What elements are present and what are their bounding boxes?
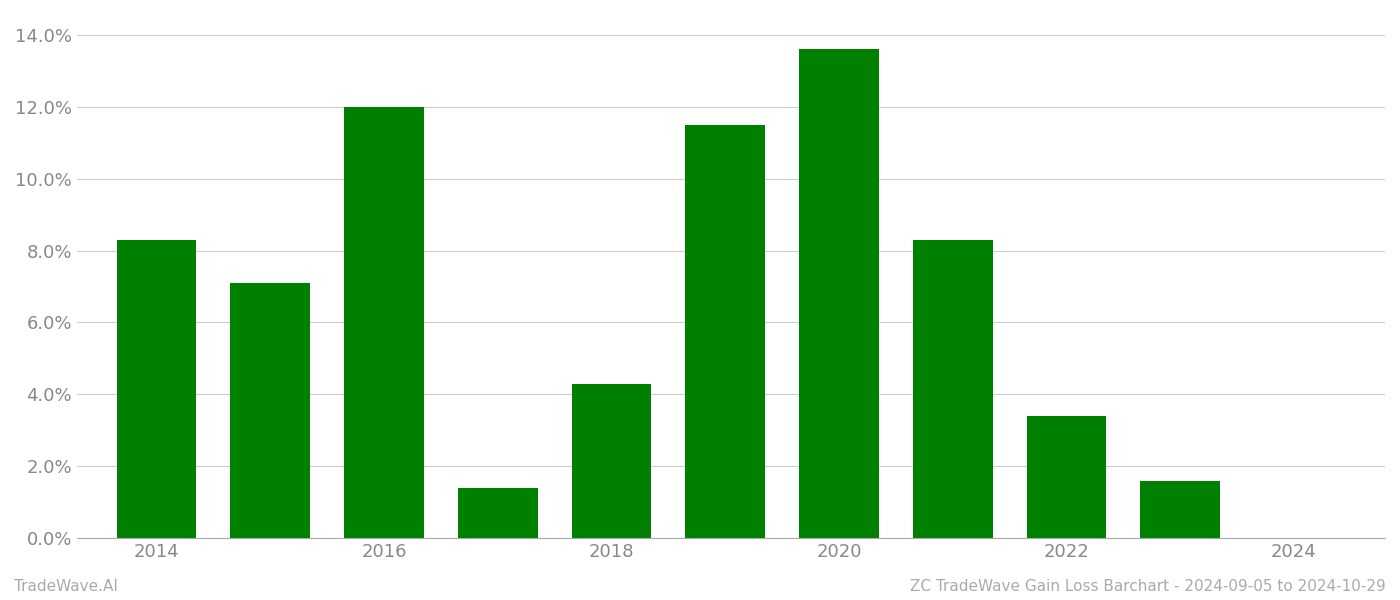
Bar bbox=[231, 283, 309, 538]
Bar bbox=[1141, 481, 1219, 538]
Bar bbox=[686, 125, 764, 538]
Text: TradeWave.AI: TradeWave.AI bbox=[14, 579, 118, 594]
Bar bbox=[458, 488, 538, 538]
Bar bbox=[571, 383, 651, 538]
Bar bbox=[913, 240, 993, 538]
Bar bbox=[1026, 416, 1106, 538]
Bar bbox=[799, 49, 879, 538]
Bar bbox=[344, 107, 424, 538]
Text: ZC TradeWave Gain Loss Barchart - 2024-09-05 to 2024-10-29: ZC TradeWave Gain Loss Barchart - 2024-0… bbox=[910, 579, 1386, 594]
Bar bbox=[116, 240, 196, 538]
